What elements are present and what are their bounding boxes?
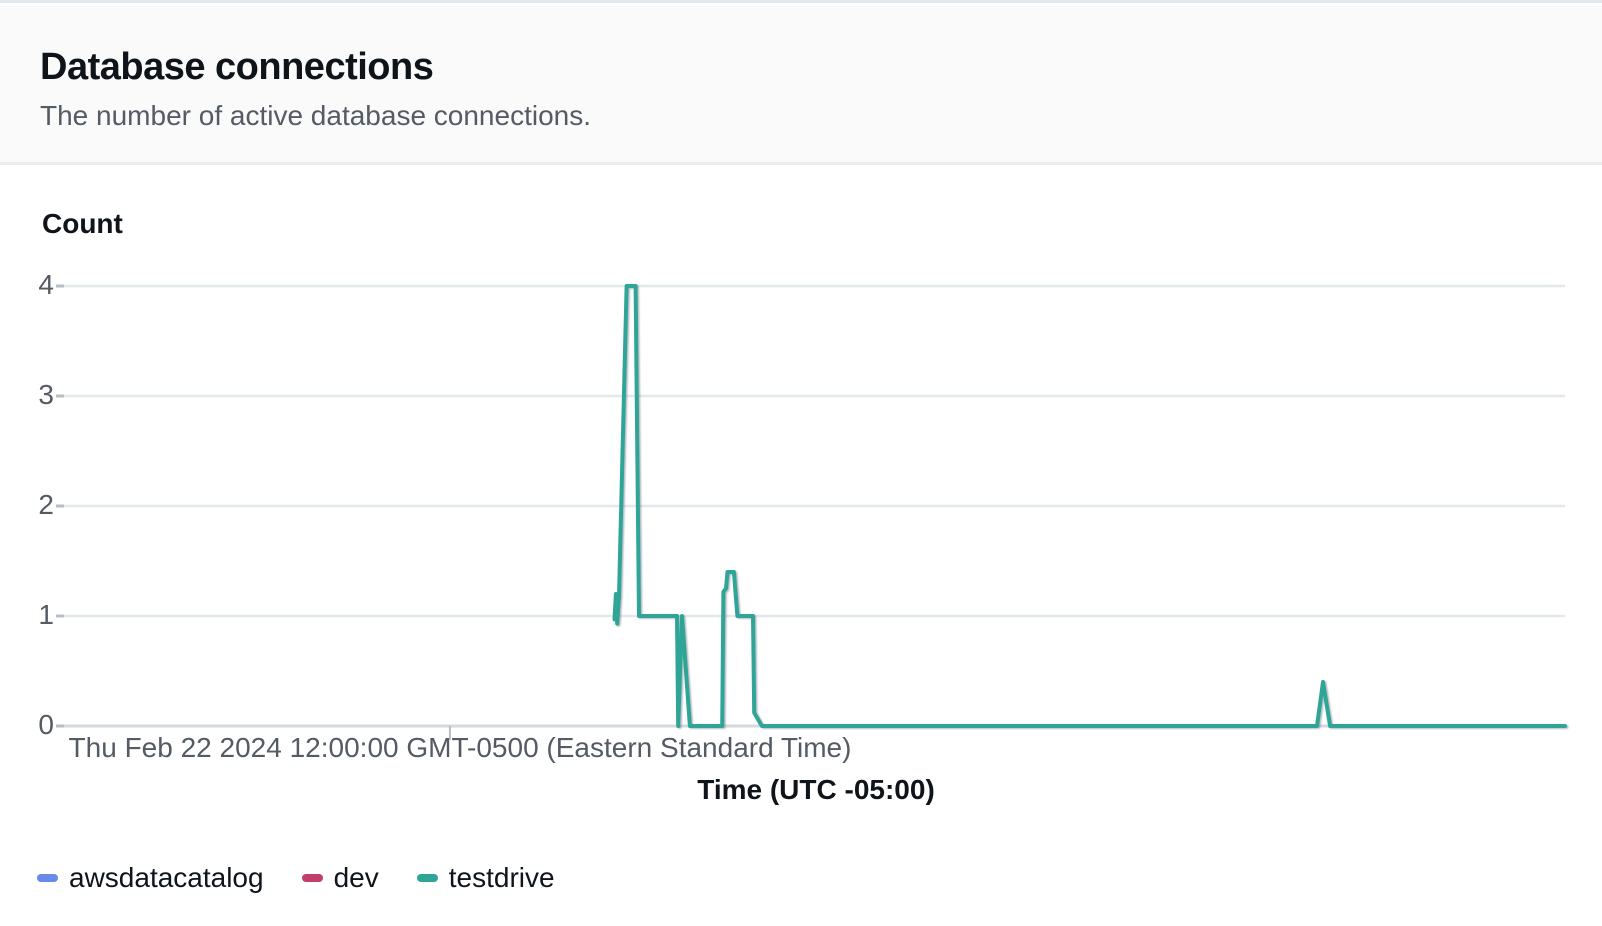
chart-header: Database connections The number of activ… [0, 6, 1602, 165]
legend-marker-dev [301, 874, 323, 882]
x-tick-label: Thu Feb 22 2024 12:00:00 GMT-0500 (Easte… [68, 732, 852, 763]
legend-marker-awsdatacatalog [37, 874, 58, 882]
y-tick-label-2: 2 [38, 489, 54, 520]
y-tick-label-3: 3 [38, 379, 54, 410]
x-axis-title: Time (UTC -05:00) [697, 774, 935, 805]
y-tick-label-0: 0 [38, 709, 54, 740]
chart-title: Database connections [40, 46, 434, 88]
chart-subtitle: The number of active database connection… [40, 100, 592, 131]
legend-item-testdrive[interactable]: testdrive [416, 862, 555, 894]
legend-label-awsdatacatalog: awsdatacatalog [69, 862, 264, 893]
y-axis-title: Count [42, 208, 123, 239]
chart-legend: awsdatacatalog dev testdrive [37, 862, 555, 894]
legend-label-dev: dev [333, 862, 379, 893]
legend-marker-testdrive [416, 874, 438, 882]
line-chart-plot [56, 284, 1567, 740]
legend-item-dev[interactable]: dev [301, 862, 379, 894]
legend-label-testdrive: testdrive [448, 862, 555, 893]
y-tick-label-1: 1 [38, 599, 54, 630]
y-tick-label-4: 4 [38, 269, 54, 300]
series-line-testdrive [612, 284, 1567, 728]
legend-item-awsdatacatalog[interactable]: awsdatacatalog [37, 862, 264, 894]
chart-area: Count Thu Feb 22 2024 12:00:00 GMT-0500 … [0, 165, 1602, 926]
